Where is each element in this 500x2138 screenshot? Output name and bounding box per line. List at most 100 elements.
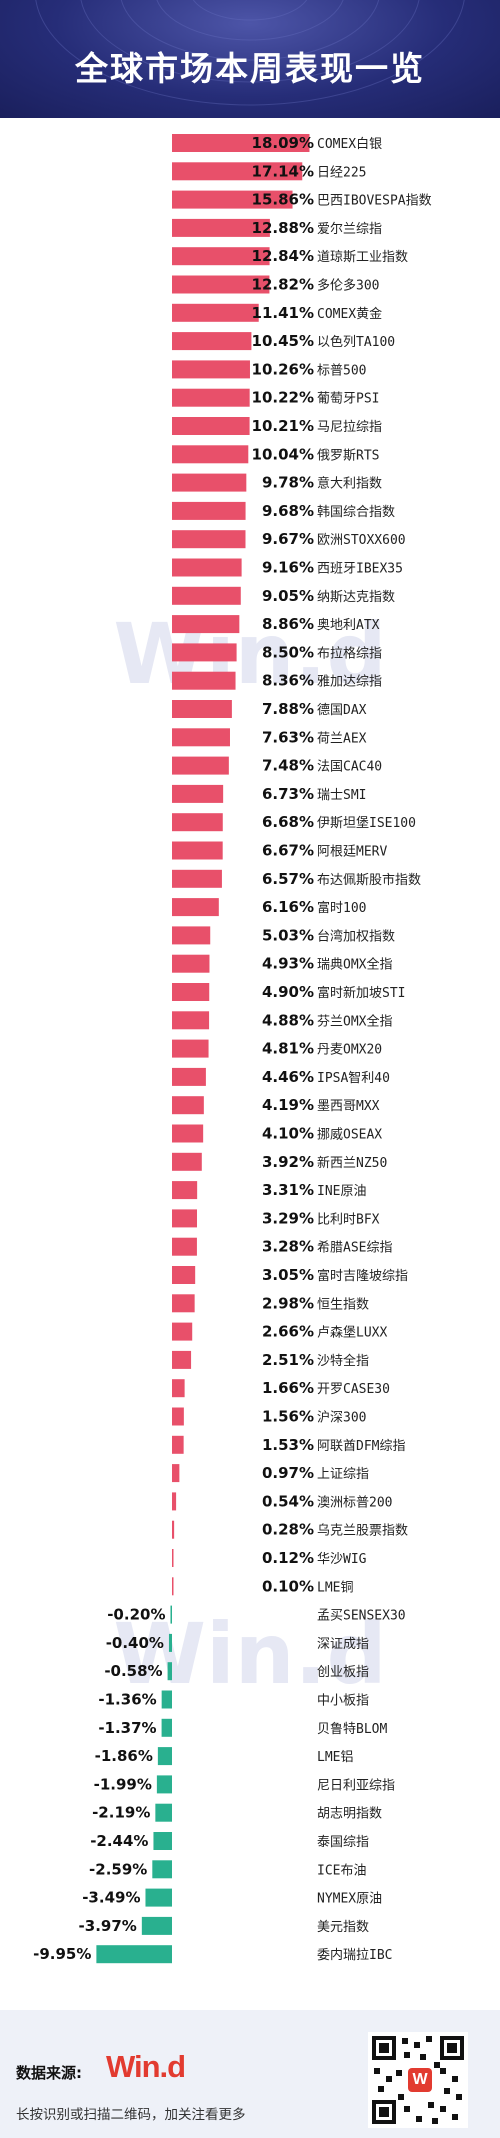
bar: [172, 1492, 177, 1511]
bar: [172, 671, 236, 690]
bar: [172, 700, 232, 718]
data-label: 2.98%: [262, 1294, 314, 1312]
qr-code[interactable]: W: [368, 2032, 468, 2128]
category-label: 开罗CASE30: [317, 1382, 390, 1397]
watermark: Win.d: [113, 1605, 386, 1703]
data-label: 1.53%: [262, 1436, 314, 1454]
data-label: 4.88%: [262, 1011, 314, 1029]
category-label: 澳洲标普200: [317, 1494, 392, 1510]
category-label: 深证成指: [317, 1637, 369, 1652]
data-label: 3.92%: [262, 1153, 314, 1171]
bar: [172, 218, 270, 237]
header-decoration: [35, 0, 465, 106]
data-label: -3.49%: [82, 1889, 140, 1907]
page-title: 全球市场本周表现一览: [75, 49, 425, 88]
bar: [172, 1294, 195, 1313]
data-label: 10.26%: [252, 360, 314, 378]
data-label: -2.19%: [92, 1804, 150, 1822]
category-label: ICE布油: [317, 1863, 366, 1878]
bar: [172, 388, 250, 407]
category-label: 葡萄牙PSI: [317, 392, 379, 407]
data-label: 3.28%: [262, 1238, 314, 1256]
bar: [172, 417, 250, 435]
category-label: 胡志明指数: [317, 1807, 382, 1822]
category-label: 荷兰AEX: [317, 731, 367, 746]
category-label: 阿根廷MERV: [317, 845, 387, 860]
bar: [172, 926, 211, 945]
bar: [172, 558, 242, 577]
data-label: 8.36%: [262, 672, 314, 690]
category-label: 上证综指: [317, 1467, 369, 1482]
bar: [172, 813, 223, 832]
category-label: 泰国综指: [317, 1835, 369, 1850]
category-label: 贝鲁特BLOM: [317, 1722, 387, 1737]
bar: [172, 898, 219, 917]
data-label: 0.28%: [262, 1521, 314, 1539]
bar: [172, 1464, 180, 1483]
category-label: 马尼拉综指: [317, 420, 382, 435]
category-label: 沙特全指: [317, 1353, 369, 1369]
data-label: -9.95%: [33, 1945, 91, 1963]
category-label: INE原油: [317, 1184, 366, 1199]
bar: [172, 1237, 197, 1256]
category-label: 韩国综合指数: [317, 505, 395, 520]
bar: [172, 983, 210, 1001]
data-label: 5.03%: [262, 926, 314, 944]
category-label: 道琼斯工业指数: [317, 250, 408, 265]
bar: [152, 1860, 172, 1879]
category-label: 俄罗斯RTS: [317, 448, 379, 463]
category-label: 富时吉隆坡综指: [317, 1268, 408, 1284]
category-label: LME铝: [317, 1750, 353, 1765]
data-label: 6.16%: [262, 898, 314, 916]
category-label: 德国DAX: [317, 703, 367, 718]
wind-logo: Win.d: [106, 2049, 186, 2084]
data-label: 3.05%: [262, 1266, 314, 1284]
category-label: 富时新加坡STI: [317, 985, 405, 1001]
category-label: 意大利指数: [317, 476, 382, 492]
category-label: 法国CAC40: [317, 760, 382, 775]
bar: [170, 1605, 172, 1624]
category-label: 尼日利亚综指: [317, 1778, 395, 1793]
bar: [172, 332, 252, 351]
data-label: 3.29%: [262, 1209, 314, 1227]
bar: [172, 728, 230, 747]
data-label: 12.84%: [252, 247, 314, 265]
bar: [172, 1549, 174, 1567]
bar: [172, 134, 310, 152]
data-label: 0.54%: [262, 1492, 314, 1510]
bar: [172, 1435, 184, 1454]
data-label: 4.93%: [262, 955, 314, 973]
category-label: 美元指数: [317, 1920, 369, 1935]
data-label: 9.68%: [262, 502, 314, 520]
data-label: -0.20%: [107, 1606, 165, 1624]
data-label: 8.86%: [262, 615, 314, 633]
category-label: 西班牙IBEX35: [317, 562, 403, 577]
category-label: 巴西IBOVESPA指数: [317, 194, 432, 209]
data-label: 10.04%: [252, 445, 314, 463]
bar: [172, 1407, 184, 1426]
category-label: 富时100: [317, 900, 366, 916]
data-label: 11.41%: [252, 304, 314, 322]
data-label: -3.97%: [79, 1917, 137, 1935]
data-label: 7.88%: [262, 700, 314, 718]
bar: [172, 190, 293, 209]
category-label: 乌克兰股票指数: [317, 1523, 408, 1539]
data-label: 12.88%: [252, 219, 314, 237]
data-label: 9.78%: [262, 474, 314, 492]
data-label: 10.22%: [252, 389, 314, 407]
bar: [155, 1803, 172, 1822]
bar: [157, 1747, 172, 1766]
category-label: 委内瑞拉IBC: [317, 1947, 392, 1963]
category-label: 日经225: [317, 165, 366, 180]
bar: [156, 1775, 172, 1794]
source-label: 数据来源:: [16, 2064, 82, 2082]
data-label: 6.68%: [262, 813, 314, 831]
category-label: 爱尔兰综指: [317, 222, 382, 237]
data-label: 1.56%: [262, 1408, 314, 1426]
bar: [172, 1209, 198, 1228]
data-label: 15.86%: [252, 191, 314, 209]
data-label: -1.86%: [95, 1747, 153, 1765]
category-label: 沪深300: [317, 1410, 366, 1426]
category-label: COMEX黄金: [317, 306, 382, 322]
data-label: 17.14%: [252, 162, 314, 180]
